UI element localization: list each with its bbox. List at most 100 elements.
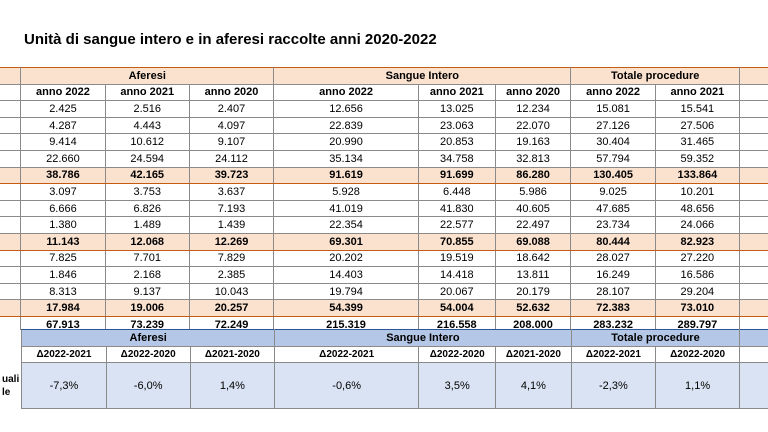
table-cell: 15.541: [654, 100, 741, 118]
subtotal-row: 17.984 19.006 20.257 54.399 54.004 52.632 72.3…: [0, 299, 768, 317]
table-cell: 13.025: [417, 100, 496, 118]
table-cell: 48.656: [654, 199, 741, 218]
table-cell: 22.354: [273, 216, 419, 234]
table-cell: 130.405: [570, 166, 656, 185]
table-cell: 32.813: [494, 149, 572, 168]
table-cell: 10.201: [654, 183, 741, 201]
delta-value: -6,0%: [105, 362, 191, 409]
delta-label-line: le: [2, 386, 11, 398]
table-cell: 20.202: [273, 249, 419, 268]
table-cell: 15.081: [570, 100, 656, 118]
table-cell: 7.193: [188, 199, 275, 218]
stub-cell: [0, 199, 22, 218]
table-cell: 9.025: [570, 183, 656, 201]
table-cell: 34.758: [417, 149, 496, 168]
table-cell: 19.519: [417, 249, 496, 268]
cut-cell: [739, 249, 768, 268]
table-cell: 20.179: [494, 282, 572, 301]
table-cell: 3.637: [188, 183, 275, 201]
year-header: anno 2022: [273, 83, 419, 102]
table-cell: 91.699: [417, 166, 496, 185]
delta-group-sangue-intero: Sangue Intero: [273, 329, 572, 347]
delta-stub: [0, 346, 22, 363]
delta-value: 4,1%: [495, 362, 572, 409]
delta-header: Δ2021-2020: [495, 346, 572, 363]
table-cell: 3.097: [20, 183, 106, 201]
table-cell: 42.165: [104, 166, 190, 185]
table-cell: 40.605: [494, 199, 572, 218]
delta-header-row: Δ2022-2021 Δ2022-2020 Δ2021-2020 Δ2022-2021…: [0, 346, 768, 363]
delta-label-line: uali: [2, 373, 20, 385]
table-row: 6.666 6.826 7.193 41.019 41.830 40.605 47.685 4…: [0, 199, 768, 218]
stub-cell: [0, 266, 22, 284]
delta-header: Δ2022-2020: [418, 346, 497, 363]
table-cell: 91.619: [273, 166, 419, 185]
table-row: 7.825 7.701 7.829 20.202 19.519 18.642 28.027 2…: [0, 249, 768, 268]
stub-cell: [0, 166, 22, 185]
table-cell: 6.448: [417, 183, 496, 201]
cut-cell: [739, 166, 768, 185]
table-row: 2.425 2.516 2.407 12.656 13.025 12.234 15.081 1…: [0, 100, 768, 118]
table-cell: 10.043: [188, 282, 275, 301]
table-cell: 1.439: [188, 216, 275, 234]
cut-cell: [739, 149, 768, 168]
table-cell: 70.855: [417, 232, 496, 251]
group-header-totale: Totale procedure: [570, 67, 740, 85]
cut-cell: [739, 116, 768, 135]
cut-cell: [739, 216, 768, 234]
cut-cell: [739, 199, 768, 218]
table-cell: 19.006: [104, 299, 190, 317]
table-row: 9.414 10.612 9.107 20.990 20.853 19.163 30.404…: [0, 133, 768, 151]
group-header-row: Aferesi Sangue Intero Totale procedure: [0, 67, 768, 85]
delta-header: Δ2022-2021: [570, 346, 656, 363]
delta-value: 3,5%: [418, 362, 497, 409]
cut-cell: [739, 329, 768, 347]
stub-cell: [0, 116, 22, 135]
table-cell: 69.088: [494, 232, 572, 251]
cut-cell: [739, 133, 768, 151]
table-cell: 22.497: [494, 216, 572, 234]
table-cell: 2.385: [188, 266, 275, 284]
cut-cell: [739, 362, 768, 409]
stub-cell: [0, 149, 22, 168]
table-cell: 72.383: [570, 299, 656, 317]
table-cell: 52.632: [494, 299, 572, 317]
table-cell: 14.418: [417, 266, 496, 284]
table-cell: 5.986: [494, 183, 572, 201]
table-cell: 16.249: [570, 266, 656, 284]
table-cell: 80.444: [570, 232, 656, 251]
delta-value: 1,4%: [189, 362, 275, 409]
cut-cell: [739, 100, 768, 118]
table-cell: 20.067: [417, 282, 496, 301]
cut-cell: [739, 282, 768, 301]
year-header: anno 2022: [20, 83, 106, 102]
table-row: 1.846 2.168 2.385 14.403 14.418 13.811 16.249 1…: [0, 266, 768, 284]
table-cell: 4.097: [188, 116, 275, 135]
delta-row-label: uali le: [0, 362, 22, 409]
table-cell: 23.063: [417, 116, 496, 135]
table-cell: 24.066: [654, 216, 741, 234]
delta-group-aferesi: Aferesi: [21, 329, 275, 347]
year-header-row: anno 2022 anno 2021 anno 2020 anno 2022 …: [0, 83, 768, 102]
table-row: 4.287 4.443 4.097 22.839 23.063 22.070 27.126 2…: [0, 116, 768, 135]
table-cell: 7.701: [104, 249, 190, 268]
delta-value: -0,6%: [273, 362, 420, 409]
stub-cell: [0, 100, 22, 118]
delta-header: Δ2021-2020: [189, 346, 275, 363]
table-cell: 9.414: [20, 133, 106, 151]
delta-group-header-row: Aferesi Sangue Intero Totale procedure: [0, 329, 768, 347]
table-cell: 22.070: [494, 116, 572, 135]
group-header-aferesi: Aferesi: [20, 67, 275, 85]
table-cell: 30.404: [570, 133, 656, 151]
table-cell: 12.068: [104, 232, 190, 251]
stub-cell: [0, 232, 22, 251]
delta-stub: [0, 329, 22, 347]
table-cell: 6.826: [104, 199, 190, 218]
table-cell: 22.660: [20, 149, 106, 168]
table-cell: 8.313: [20, 282, 106, 301]
table-cell: 133.864: [654, 166, 741, 185]
cut-cell: [739, 266, 768, 284]
table-cell: 82.923: [654, 232, 741, 251]
table-cell: 35.134: [273, 149, 419, 168]
table-cell: 22.577: [417, 216, 496, 234]
